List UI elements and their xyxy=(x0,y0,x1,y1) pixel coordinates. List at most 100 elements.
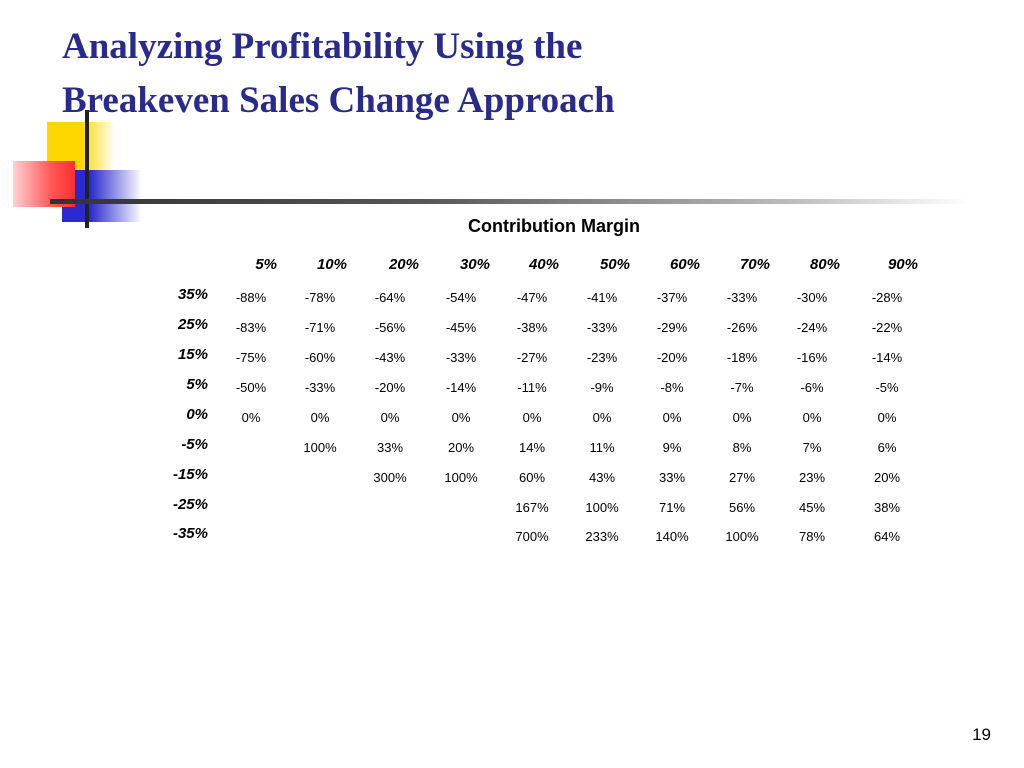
table-cell: 0% xyxy=(310,410,330,425)
table-cell: 20% xyxy=(873,470,901,485)
table-cell: -20% xyxy=(656,350,688,365)
table-cell: 11% xyxy=(589,440,615,455)
column-header: 30% xyxy=(459,256,490,273)
table-cell: -33% xyxy=(586,320,618,335)
table-cell: -83% xyxy=(235,320,267,335)
table-cell: 0% xyxy=(380,410,400,425)
table-cell: -14% xyxy=(445,380,477,395)
table-cell: 9% xyxy=(662,440,682,455)
page-number: 19 xyxy=(972,725,991,744)
table-cell: 0% xyxy=(877,410,897,425)
table-cell: 0% xyxy=(522,410,542,425)
table-cell: 38% xyxy=(873,500,901,515)
table-cell: 0% xyxy=(662,410,682,425)
table-cell: -11% xyxy=(517,380,547,395)
column-header: 40% xyxy=(528,256,559,273)
table-cell: -54% xyxy=(445,290,477,305)
slide-title-line-1: Analyzing Profitability Using the xyxy=(62,26,583,67)
logo-vertical-line xyxy=(85,110,89,228)
table-cell: 0% xyxy=(732,410,752,425)
table-cell: -37% xyxy=(656,290,688,305)
table-cell: -30% xyxy=(796,290,828,305)
table-cell: 0% xyxy=(451,410,471,425)
table-cell: -6% xyxy=(800,380,824,395)
table-cell: -45% xyxy=(445,320,477,335)
table-cell: 140% xyxy=(655,529,689,544)
table-cell: -38% xyxy=(516,320,548,335)
table-cell: 33% xyxy=(658,470,686,485)
table-cell: -43% xyxy=(374,350,406,365)
horizontal-rule xyxy=(50,199,970,204)
table-cell: -33% xyxy=(726,290,758,305)
table-cell: -24% xyxy=(796,320,828,335)
table-cell: -9% xyxy=(590,380,614,395)
column-header: 20% xyxy=(388,256,419,273)
table-cell: 33% xyxy=(376,440,404,455)
table-cell: -75% xyxy=(235,350,267,365)
table-cell: -64% xyxy=(374,290,406,305)
logo-blue-square xyxy=(62,170,142,222)
table-cell: -26% xyxy=(726,320,758,335)
table-cell: -29% xyxy=(656,320,688,335)
table-cell: -20% xyxy=(374,380,406,395)
table-cell: 233% xyxy=(585,529,619,544)
table-cell: -33% xyxy=(304,380,336,395)
table-cell: -23% xyxy=(586,350,618,365)
table-cell: 167% xyxy=(515,500,549,515)
table-cell: 43% xyxy=(588,470,616,485)
table-cell: 23% xyxy=(798,470,826,485)
table-cell: 300% xyxy=(373,470,407,485)
table-cell: 8% xyxy=(732,440,752,455)
table-cell: -27% xyxy=(516,350,548,365)
table-cell: 78% xyxy=(798,529,826,544)
row-header: 25% xyxy=(177,316,208,333)
column-header: 80% xyxy=(809,256,840,273)
table-cell: -78% xyxy=(304,290,336,305)
column-header: 60% xyxy=(669,256,700,273)
column-header: 10% xyxy=(316,256,347,273)
slide-title: Analyzing Profitability Using the Breake… xyxy=(62,20,962,128)
table-cell: -14% xyxy=(871,350,903,365)
table-cell: 60% xyxy=(518,470,546,485)
table-cell: 700% xyxy=(515,529,549,544)
table-cell: -56% xyxy=(374,320,406,335)
table-cell: 64% xyxy=(873,529,901,544)
table-cell: 45% xyxy=(798,500,826,515)
column-header: 90% xyxy=(887,256,918,273)
table-cell: 20% xyxy=(447,440,475,455)
row-header: 35% xyxy=(177,286,208,303)
column-header: 50% xyxy=(599,256,630,273)
table-cell: 71% xyxy=(658,500,686,515)
table-cell: 100% xyxy=(444,470,478,485)
table-cell: -47% xyxy=(516,290,548,305)
table-cell: 7% xyxy=(802,440,822,455)
row-header: 5% xyxy=(186,376,208,393)
slide-title-line-2: Breakeven Sales Change Approach xyxy=(62,80,615,121)
table-cell: -33% xyxy=(445,350,477,365)
table-cell: -5% xyxy=(875,380,899,395)
row-header: -25% xyxy=(172,496,208,513)
table-heading: Contribution Margin xyxy=(468,216,640,236)
table-cell: 100% xyxy=(303,440,337,455)
table-cell: -16% xyxy=(796,350,828,365)
row-header: -35% xyxy=(172,525,208,542)
table-cell: -60% xyxy=(304,350,336,365)
table-cell: 27% xyxy=(728,470,756,485)
table-cell: -71% xyxy=(304,320,336,335)
table-cell: -41% xyxy=(586,290,618,305)
decorative-logo xyxy=(0,110,150,230)
table-cell: -18% xyxy=(726,350,758,365)
table-cell: -22% xyxy=(871,320,903,335)
row-header: 0% xyxy=(186,406,208,423)
table-cell: -50% xyxy=(235,380,267,395)
table-cell: 0% xyxy=(241,410,261,425)
table-cell: -88% xyxy=(235,290,267,305)
column-header: 70% xyxy=(739,256,770,273)
table-cell: -28% xyxy=(871,290,903,305)
table-cell: -8% xyxy=(660,380,684,395)
table-cell: 14% xyxy=(518,440,546,455)
row-header: 15% xyxy=(177,346,208,363)
row-header: -5% xyxy=(181,436,208,453)
column-header: 5% xyxy=(255,256,277,273)
table-cell: 100% xyxy=(585,500,619,515)
